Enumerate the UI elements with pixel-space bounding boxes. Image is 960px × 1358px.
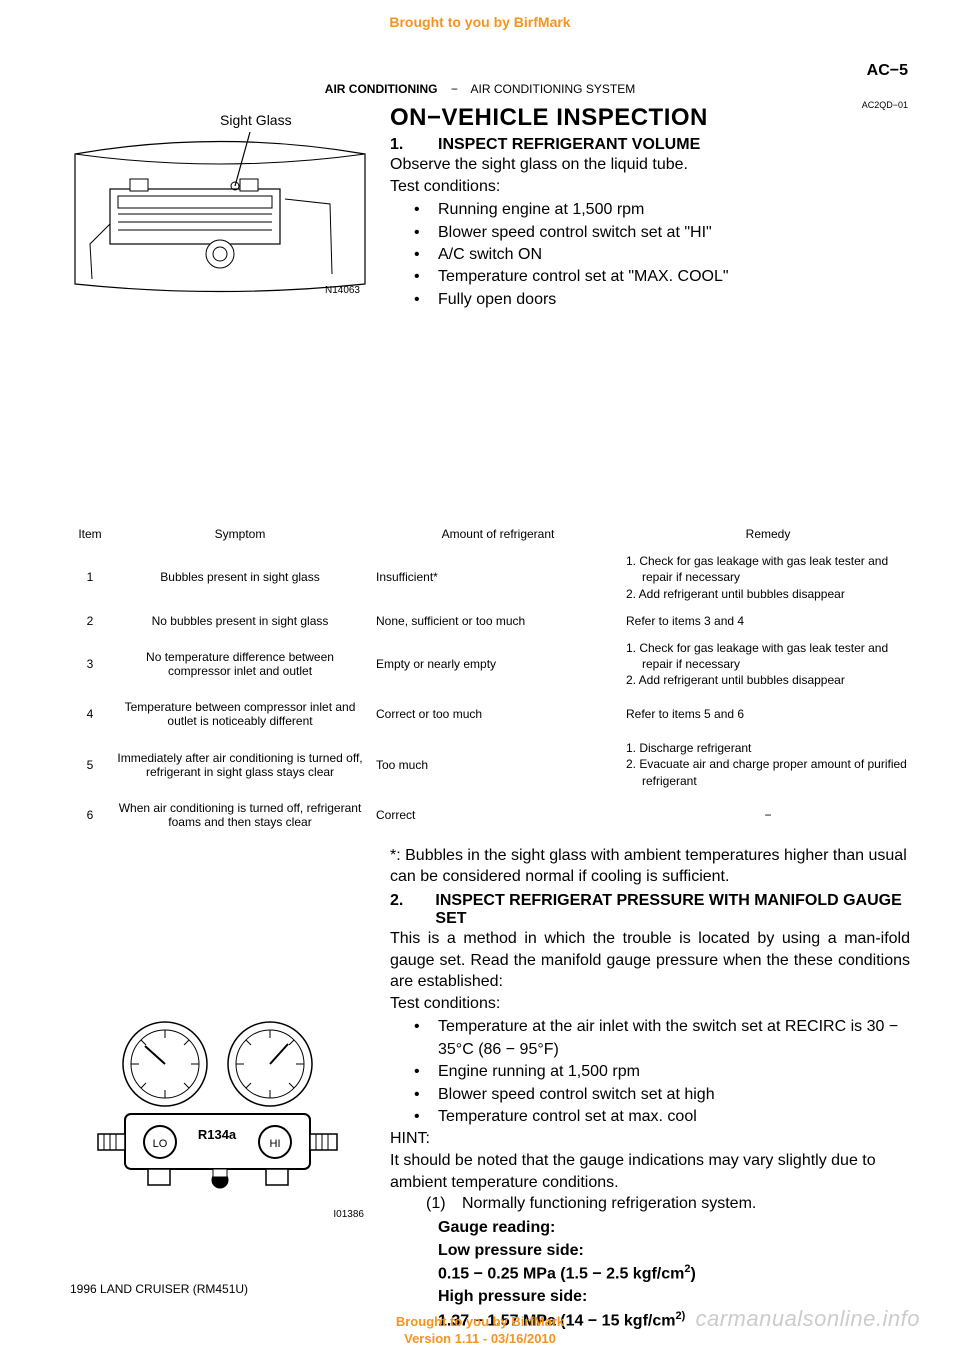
cell-remedy: Refer to items 5 and 6: [620, 707, 910, 721]
cell-amount: Correct: [370, 808, 620, 822]
hint-label: HINT:: [390, 1128, 910, 1150]
cell-item: 4: [70, 707, 110, 721]
breadcrumb-tail: AIR CONDITIONING SYSTEM: [471, 82, 636, 96]
remedy-item: 1. Discharge refrigerant: [626, 740, 910, 756]
section-2: *: Bubbles in the sight glass with ambie…: [390, 845, 910, 1332]
test-conditions-2: Temperature at the air inlet with the sw…: [390, 1016, 910, 1128]
remedy-item: 2. Evacuate air and charge proper amount…: [626, 756, 910, 788]
p1b: Test conditions:: [390, 176, 910, 198]
step-2-heading: 2. INSPECT REFRIGERAT PRESSURE WITH MANI…: [390, 892, 910, 928]
r134a-label: R134a: [198, 1127, 237, 1142]
figure-manifold-gauge: LO HI R134a I01386: [70, 1004, 370, 1224]
page-number: AC−5: [867, 62, 908, 80]
cell-symptom: Temperature between compressor inlet and…: [110, 700, 370, 728]
cell-symptom: When air conditioning is turned off, ref…: [110, 801, 370, 829]
content: Sight Glass N14063 ON−VEHICLE INSPECTION…: [70, 104, 910, 1332]
cell-remedy: −: [620, 808, 910, 822]
low-pressure-value: 0.15 − 0.25 MPa (1.5 − 2.5 kgf/cm2): [390, 1262, 910, 1286]
cell-item: 2: [70, 614, 110, 628]
low-pressure-label: Low pressure side:: [390, 1239, 910, 1262]
page-title: ON−VEHICLE INSPECTION: [390, 104, 910, 132]
remedy-item: 1. Check for gas leakage with gas leak t…: [626, 640, 910, 672]
cell-amount: Empty or nearly empty: [370, 657, 620, 671]
cell-symptom: No bubbles present in sight glass: [110, 614, 370, 628]
bullet: Blower speed control switch set at "HI": [390, 222, 910, 244]
sub-paren: (1): [426, 1193, 446, 1215]
test-conditions-1: Running engine at 1,500 rpm Blower speed…: [390, 199, 910, 311]
cell-amount: Too much: [370, 758, 620, 772]
watermark: carmanualsonline.info: [695, 1306, 920, 1332]
remedy-item: 2. Add refrigerant until bubbles disappe…: [626, 672, 910, 688]
cell-symptom: Immediately after air conditioning is tu…: [110, 751, 370, 779]
remedy-item: 2. Add refrigerant until bubbles disappe…: [626, 586, 910, 602]
cell-symptom: No temperature difference between compre…: [110, 650, 370, 678]
footer-model: 1996 LAND CRUISER (RM451U): [70, 1282, 248, 1296]
th-amount: Amount of refrigerant: [370, 527, 620, 541]
bullet: Engine running at 1,500 rpm: [390, 1061, 910, 1083]
step-2-label: INSPECT REFRIGERAT PRESSURE WITH MANIFOL…: [435, 892, 910, 928]
p2a: This is a method in which the trouble is…: [390, 928, 910, 993]
breadcrumb-sep: −: [451, 82, 458, 96]
sub-item-1: (1) Normally functioning refrigeration s…: [390, 1193, 910, 1215]
cell-amount: None, sufficient or too much: [370, 614, 620, 628]
cell-symptom: Bubbles present in sight glass: [110, 570, 370, 584]
table-row: 3 No temperature difference between comp…: [70, 634, 910, 695]
table-row: 1 Bubbles present in sight glass Insuffi…: [70, 547, 910, 608]
lp-a: 0.15 − 0.25 MPa (1.5 − 2.5 kgf/cm: [438, 1265, 684, 1282]
gauge-diagram-icon: LO HI R134a: [70, 1004, 370, 1224]
table-row: 5 Immediately after air conditioning is …: [70, 734, 910, 795]
bullet: Running engine at 1,500 rpm: [390, 199, 910, 221]
cell-remedy: Refer to items 3 and 4: [620, 614, 910, 628]
cell-remedy: 1. Check for gas leakage with gas leak t…: [620, 640, 910, 689]
cell-remedy: 1. Discharge refrigerant 2. Evacuate air…: [620, 740, 910, 789]
step-1-num: 1.: [390, 136, 438, 154]
sub-text: Normally functioning refrigeration syste…: [462, 1195, 756, 1212]
bullet: Fully open doors: [390, 289, 910, 311]
figure1-code: N14063: [325, 285, 360, 296]
cell-item: 1: [70, 570, 110, 584]
step-1-label: INSPECT REFRIGERANT VOLUME: [438, 136, 700, 154]
p2b: Test conditions:: [390, 993, 910, 1015]
figure2-code: I01386: [333, 1209, 364, 1220]
breadcrumb: AIR CONDITIONING − AIR CONDITIONING SYST…: [0, 82, 960, 96]
cell-item: 3: [70, 657, 110, 671]
refrigerant-table: Item Symptom Amount of refrigerant Remed…: [70, 521, 910, 835]
cell-item: 5: [70, 758, 110, 772]
top-banner: Brought to you by BirfMark: [0, 0, 960, 30]
th-symptom: Symptom: [110, 527, 370, 541]
cell-item: 6: [70, 808, 110, 822]
step-2-num: 2.: [390, 892, 435, 928]
table-row: 4 Temperature between compressor inlet a…: [70, 694, 910, 734]
bullet: Temperature at the air inlet with the sw…: [390, 1016, 910, 1061]
th-remedy: Remedy: [620, 527, 910, 541]
remedy-item: 1. Check for gas leakage with gas leak t…: [626, 553, 910, 585]
table-header-row: Item Symptom Amount of refrigerant Remed…: [70, 521, 910, 547]
cell-amount: Insufficient*: [370, 570, 620, 584]
hint-text: It should be noted that the gauge indica…: [390, 1150, 910, 1193]
footnote: *: Bubbles in the sight glass with ambie…: [390, 845, 910, 888]
bullet: A/C switch ON: [390, 244, 910, 266]
breadcrumb-section: AIR CONDITIONING: [325, 82, 438, 96]
bullet: Temperature control set at max. cool: [390, 1106, 910, 1128]
figure-sight-glass: Sight Glass N14063: [70, 104, 370, 304]
table-row: 6 When air conditioning is turned off, r…: [70, 795, 910, 835]
engine-diagram-icon: [70, 104, 370, 304]
hi-label: HI: [270, 1138, 281, 1150]
bullet: Blower speed control switch set at high: [390, 1084, 910, 1106]
lo-label: LO: [153, 1138, 168, 1150]
bullet: Temperature control set at "MAX. COOL": [390, 266, 910, 288]
section-1: ON−VEHICLE INSPECTION 1. INSPECT REFRIGE…: [390, 104, 910, 311]
cell-amount: Correct or too much: [370, 707, 620, 721]
lp-b: ): [691, 1265, 696, 1282]
cell-remedy: 1. Check for gas leakage with gas leak t…: [620, 553, 910, 602]
table-row: 2 No bubbles present in sight glass None…: [70, 608, 910, 634]
th-item: Item: [70, 527, 110, 541]
p1a: Observe the sight glass on the liquid tu…: [390, 154, 910, 176]
step-1-heading: 1. INSPECT REFRIGERANT VOLUME: [390, 136, 910, 154]
bottom-line2: Version 1.11 - 03/16/2010: [0, 1331, 960, 1348]
gauge-reading-label: Gauge reading:: [390, 1216, 910, 1239]
